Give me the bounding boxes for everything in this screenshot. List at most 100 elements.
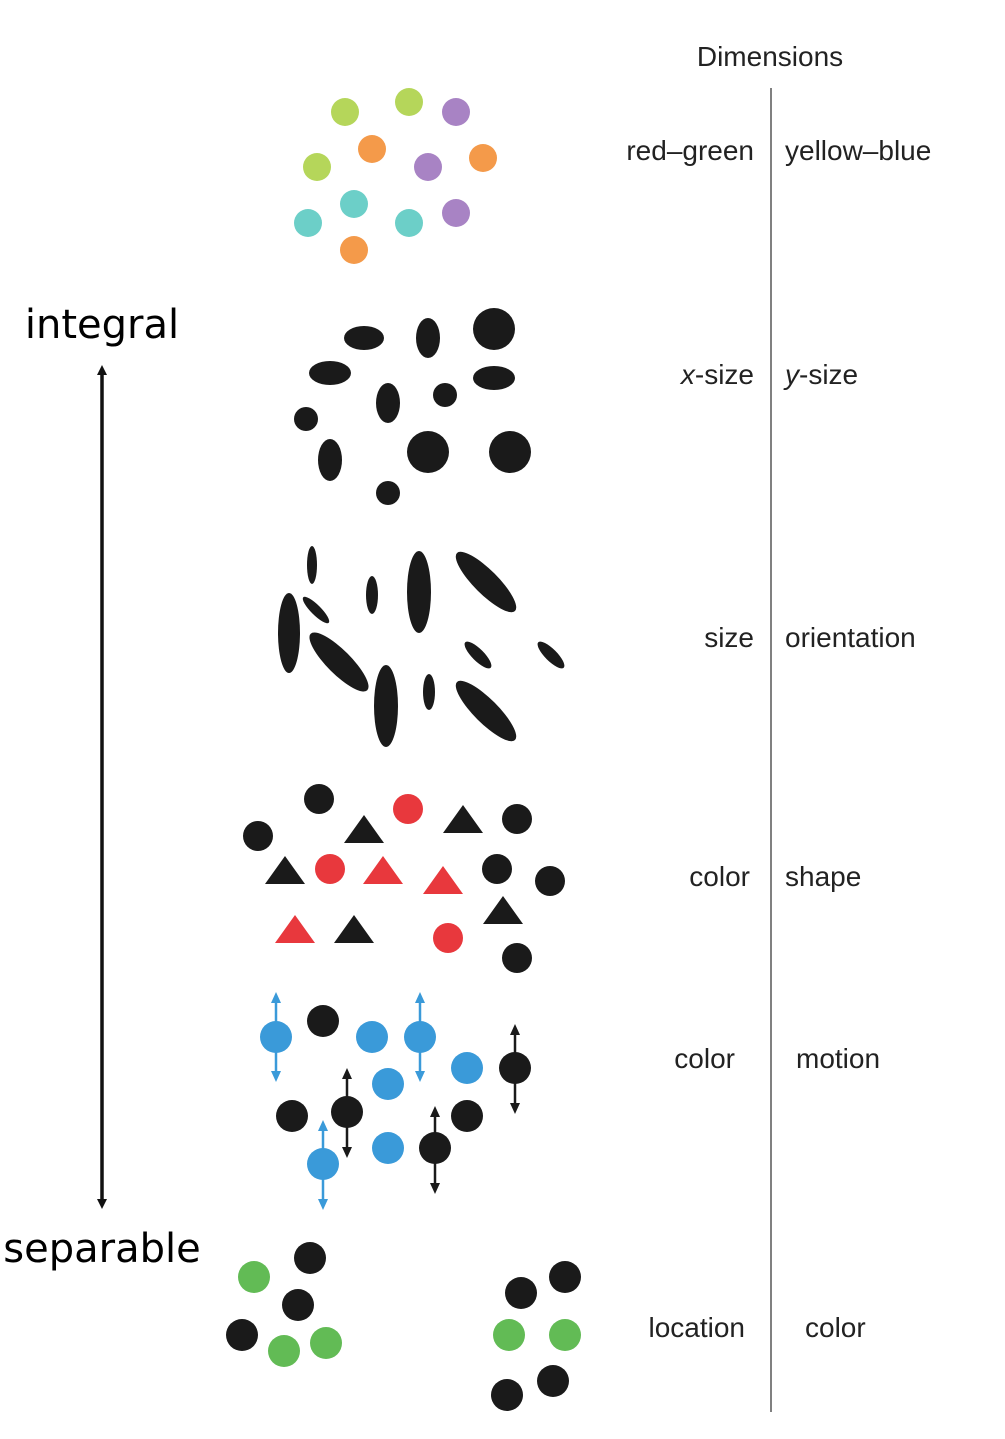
- lime-dot: [395, 88, 423, 116]
- row-red-green-yellow-blue: red–green yellow–blue: [294, 88, 931, 264]
- blue-dot: [404, 1021, 436, 1053]
- row-left-label: red–green: [626, 135, 754, 166]
- location-cluster-right: [491, 1261, 581, 1411]
- y-variable: y: [783, 359, 801, 390]
- color-motion-cluster: [260, 992, 531, 1210]
- arrowhead-up: [271, 992, 281, 1003]
- black-circle: [502, 804, 532, 834]
- lime-dot: [331, 98, 359, 126]
- black-dot: [331, 1096, 363, 1128]
- arrowhead-down: [318, 1199, 328, 1210]
- arrowhead-down: [415, 1071, 425, 1082]
- purple-dot: [442, 98, 470, 126]
- arrowhead-down: [510, 1103, 520, 1114]
- blue-dot: [372, 1068, 404, 1100]
- black-ellipse: [376, 383, 400, 423]
- ellipse-size-cluster: [294, 308, 531, 505]
- black-ellipse: [473, 308, 515, 350]
- purple-dot: [414, 153, 442, 181]
- row-left-label: color: [674, 1043, 735, 1074]
- black-ellipse: [318, 439, 342, 481]
- row-xsize-ysize: x-size y-size: [294, 308, 858, 505]
- green-dot: [493, 1319, 525, 1351]
- black-circle: [243, 821, 273, 851]
- black-ellipse: [344, 326, 384, 350]
- row-left-label: location: [648, 1312, 745, 1343]
- arrowhead-down: [271, 1071, 281, 1082]
- row-color-shape: color shape: [243, 784, 861, 973]
- black-triangle: [334, 915, 374, 943]
- black-triangle: [443, 805, 483, 833]
- row-right-label: motion: [796, 1043, 880, 1074]
- x-variable: x: [679, 359, 696, 390]
- black-dot: [419, 1132, 451, 1164]
- black-dot: [499, 1052, 531, 1084]
- black-ellipse: [278, 593, 300, 673]
- lime-dot: [303, 153, 331, 181]
- black-ellipse: [294, 407, 318, 431]
- black-ellipse: [407, 551, 431, 633]
- blue-dot: [451, 1052, 483, 1084]
- green-dot: [238, 1261, 270, 1293]
- row-location-color: location color: [226, 1242, 866, 1411]
- teal-dot: [340, 190, 368, 218]
- black-ellipse: [537, 641, 565, 669]
- green-dot: [549, 1319, 581, 1351]
- row-right-label: shape: [785, 861, 861, 892]
- blue-dot: [260, 1021, 292, 1053]
- black-dot: [282, 1289, 314, 1321]
- black-dot: [537, 1365, 569, 1397]
- purple-dot: [442, 199, 470, 227]
- blue-dot: [372, 1132, 404, 1164]
- arrowhead-up: [430, 1106, 440, 1117]
- arrowhead-up: [510, 1024, 520, 1035]
- green-dot: [268, 1335, 300, 1367]
- black-circle: [304, 784, 334, 814]
- color-shape-cluster: [243, 784, 565, 973]
- location-cluster-left: [226, 1242, 342, 1367]
- black-ellipse: [433, 383, 457, 407]
- y-suffix: -size: [799, 359, 858, 390]
- arrowhead-up: [342, 1068, 352, 1079]
- dimensions-title: Dimensions: [697, 41, 843, 72]
- row-right-label: orientation: [785, 622, 916, 653]
- red-circle: [315, 854, 345, 884]
- black-ellipse: [423, 674, 435, 710]
- teal-dot: [395, 209, 423, 237]
- orange-dot: [358, 135, 386, 163]
- black-dot: [307, 1005, 339, 1037]
- ellipse-orientation-cluster: [278, 546, 565, 747]
- row-right-label: yellow–blue: [785, 135, 931, 166]
- green-dot: [310, 1327, 342, 1359]
- black-circle: [535, 866, 565, 896]
- row-size-orientation: size orientation: [278, 546, 916, 747]
- arrowhead-up: [318, 1120, 328, 1131]
- black-triangle: [344, 815, 384, 843]
- black-ellipse: [416, 318, 440, 358]
- arrowhead-down: [430, 1183, 440, 1194]
- x-suffix: -size: [695, 359, 754, 390]
- black-triangle: [265, 856, 305, 884]
- row-left-label: color: [689, 861, 750, 892]
- red-circle: [433, 923, 463, 953]
- black-ellipse: [455, 680, 517, 742]
- black-ellipse: [407, 431, 449, 473]
- teal-dot: [294, 209, 322, 237]
- black-ellipse: [366, 576, 378, 614]
- black-ellipse: [374, 665, 398, 747]
- black-dot: [549, 1261, 581, 1293]
- black-dot: [226, 1319, 258, 1351]
- black-ellipse: [307, 546, 317, 584]
- row-right-label: y-size: [783, 359, 858, 390]
- row-left-label: x-size: [679, 359, 754, 390]
- arrowhead-down: [342, 1147, 352, 1158]
- blue-dot: [307, 1148, 339, 1180]
- black-ellipse: [455, 551, 517, 613]
- integral-label: integral: [25, 302, 179, 348]
- row-color-motion: color motion: [260, 992, 880, 1210]
- black-ellipse: [309, 632, 369, 692]
- black-ellipse: [473, 366, 515, 390]
- black-dot: [276, 1100, 308, 1132]
- row-right-label: color: [805, 1312, 866, 1343]
